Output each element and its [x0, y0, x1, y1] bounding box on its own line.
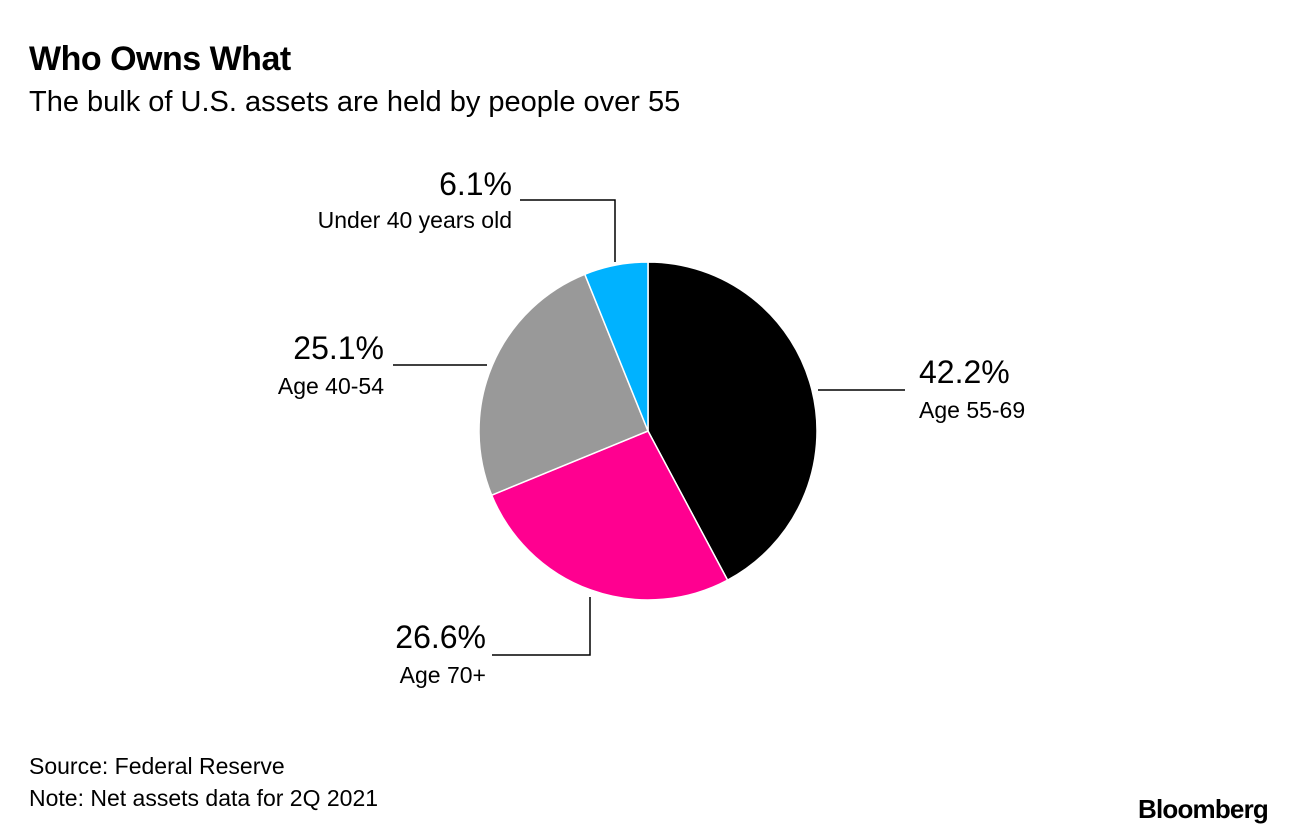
chart-subtitle: The bulk of U.S. assets are held by peop… — [29, 86, 681, 118]
slice-label-under-40: Under 40 years old — [318, 207, 512, 233]
slice-label-age-55-69: Age 55-69 — [919, 397, 1025, 423]
slice-value-age-55-69: 42.2% — [919, 354, 1010, 390]
pie-slice-age-55-69 — [647, 261, 818, 582]
chart-title: Who Owns What — [29, 40, 291, 78]
source-note: Source: Federal Reserve — [29, 753, 285, 779]
leader-lines — [393, 199, 905, 656]
slice-labels: 42.2% Age 55-69 26.6% Age 70+ 25.1% Age … — [278, 166, 1025, 688]
leader-line-age-70-plus — [492, 597, 591, 656]
slice-label-age-70-plus: Age 70+ — [400, 662, 486, 688]
slice-value-age-70-plus: 26.6% — [395, 619, 486, 655]
slice-value-under-40: 6.1% — [439, 166, 512, 202]
pie-slice-age-40-54 — [478, 273, 649, 497]
slice-value-age-40-54: 25.1% — [293, 330, 384, 366]
slice-label-age-40-54: Age 40-54 — [278, 373, 384, 399]
data-note: Note: Net assets data for 2Q 2021 — [29, 785, 379, 811]
pie-slice-age-70-plus — [490, 430, 729, 601]
leader-line-under-40 — [520, 199, 616, 262]
pie-slice-under-40 — [583, 261, 649, 432]
pie-slices — [478, 261, 818, 601]
bloomberg-logo: Bloomberg — [1137, 794, 1269, 824]
